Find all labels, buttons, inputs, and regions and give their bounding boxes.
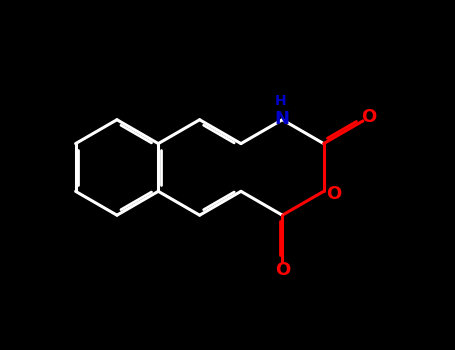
Text: O: O: [275, 261, 290, 279]
Text: N: N: [275, 110, 290, 128]
Text: H: H: [275, 94, 287, 108]
Text: O: O: [326, 185, 341, 203]
Text: O: O: [361, 108, 377, 126]
